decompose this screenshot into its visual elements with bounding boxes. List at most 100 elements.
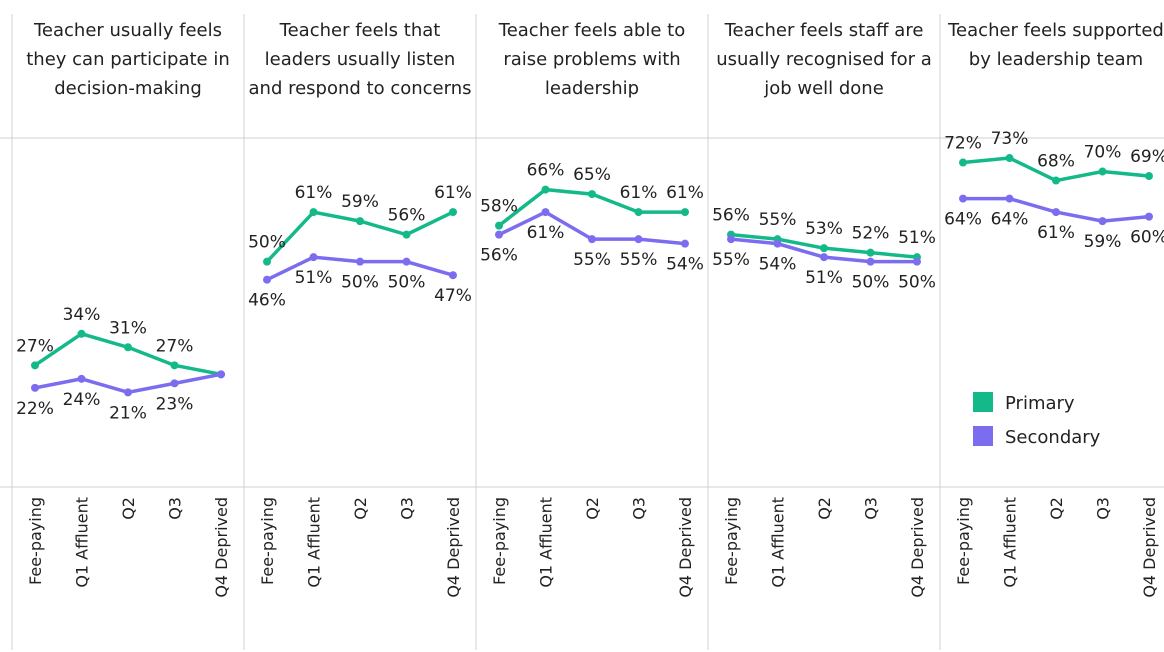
- point: [31, 361, 39, 370]
- data-label: 55%: [759, 210, 797, 230]
- data-label: 52%: [852, 224, 890, 244]
- data-label: 64%: [944, 210, 982, 230]
- x-tick-label: Q4 Deprived: [1140, 497, 1159, 598]
- data-label: 68%: [1037, 152, 1075, 172]
- data-label: 55%: [573, 250, 611, 270]
- point: [1145, 172, 1153, 181]
- x-tick-label: Q2: [815, 497, 834, 520]
- x-tick-label: Q1 Affluent: [769, 497, 788, 588]
- data-label: 27%: [156, 336, 194, 356]
- point: [773, 239, 782, 248]
- panel-title: Teacher feels staff are usually recognis…: [716, 20, 932, 99]
- data-label: 61%: [620, 183, 658, 203]
- point: [1005, 194, 1014, 203]
- point: [356, 217, 364, 226]
- point: [913, 257, 921, 266]
- data-label: 61%: [434, 183, 472, 203]
- panel-title: Teacher feels able to raise problems wit…: [498, 20, 686, 99]
- data-label: 22%: [16, 399, 54, 419]
- x-tick-label: Q4 Deprived: [212, 497, 231, 598]
- data-label: 34%: [63, 305, 101, 325]
- data-label: 31%: [109, 318, 147, 338]
- point: [263, 275, 271, 284]
- data-label: 66%: [527, 161, 565, 181]
- x-tick-label: Q1 Affluent: [73, 497, 92, 588]
- data-label: 50%: [341, 273, 379, 293]
- point: [541, 185, 550, 194]
- point: [402, 230, 411, 239]
- data-label: 73%: [991, 129, 1029, 149]
- x-tick-label: Fee-paying: [954, 497, 973, 585]
- point: [1052, 208, 1060, 217]
- point: [820, 244, 828, 253]
- data-label: 47%: [434, 286, 472, 306]
- x-tick-label: Q2: [583, 497, 602, 520]
- data-label: 70%: [1084, 143, 1122, 163]
- data-label: 50%: [248, 233, 286, 253]
- x-tick-label: Fee-paying: [258, 497, 277, 585]
- x-tick-label: Q2: [351, 497, 370, 520]
- data-label: 46%: [248, 291, 286, 311]
- data-label: 54%: [666, 255, 704, 275]
- point: [31, 383, 39, 392]
- data-label: 27%: [16, 336, 54, 356]
- point: [495, 230, 503, 239]
- x-tick-label: Q3: [166, 497, 185, 520]
- data-label: 23%: [156, 394, 194, 414]
- data-label: 61%: [666, 183, 704, 203]
- point: [588, 190, 596, 199]
- point: [1098, 217, 1107, 226]
- data-label: 61%: [527, 223, 565, 243]
- x-tick-label: Fee-paying: [722, 497, 741, 585]
- point: [495, 221, 503, 230]
- x-tick-label: Q3: [1094, 497, 1113, 520]
- point: [820, 253, 828, 262]
- legend-label: Primary: [1005, 393, 1075, 414]
- point: [356, 257, 364, 266]
- point: [1098, 167, 1107, 176]
- point: [727, 235, 735, 244]
- data-label: 72%: [944, 134, 982, 154]
- x-tick-label: Q4 Deprived: [908, 497, 927, 598]
- x-tick-label: Q2: [1047, 497, 1066, 520]
- point: [866, 257, 875, 266]
- point: [170, 379, 179, 388]
- point: [77, 374, 86, 383]
- legend-swatch: [973, 426, 993, 446]
- data-label: 58%: [480, 197, 518, 217]
- data-label: 51%: [805, 268, 843, 288]
- data-label: 50%: [388, 273, 426, 293]
- point: [449, 271, 457, 280]
- point: [681, 239, 689, 248]
- x-tick-label: Q1 Affluent: [1001, 497, 1020, 588]
- data-label: 61%: [1037, 223, 1075, 243]
- data-label: 59%: [341, 192, 379, 212]
- legend-swatch: [973, 392, 993, 412]
- point: [959, 158, 967, 167]
- point: [959, 194, 967, 203]
- x-tick-label: Q2: [119, 497, 138, 520]
- data-label: 61%: [295, 183, 333, 203]
- data-label: 64%: [991, 210, 1029, 230]
- panel-title: Teacher feels supported by leadership te…: [948, 20, 1164, 70]
- point: [1005, 154, 1014, 163]
- point: [1052, 176, 1060, 185]
- data-label: 56%: [388, 206, 426, 226]
- point: [402, 257, 411, 266]
- point: [588, 235, 596, 244]
- data-label: 24%: [63, 390, 101, 410]
- data-label: 60%: [1130, 228, 1164, 248]
- x-tick-label: Q1 Affluent: [305, 497, 324, 588]
- panel-title: Teacher usually feels they can participa…: [26, 20, 230, 99]
- data-label: 51%: [898, 228, 936, 248]
- data-label: 69%: [1130, 147, 1164, 167]
- data-label: 51%: [295, 268, 333, 288]
- point: [1145, 212, 1153, 221]
- x-tick-label: Q3: [630, 497, 649, 520]
- x-tick-label: Q3: [398, 497, 417, 520]
- x-tick-label: Fee-paying: [26, 497, 45, 585]
- point: [263, 257, 271, 266]
- point: [634, 235, 643, 244]
